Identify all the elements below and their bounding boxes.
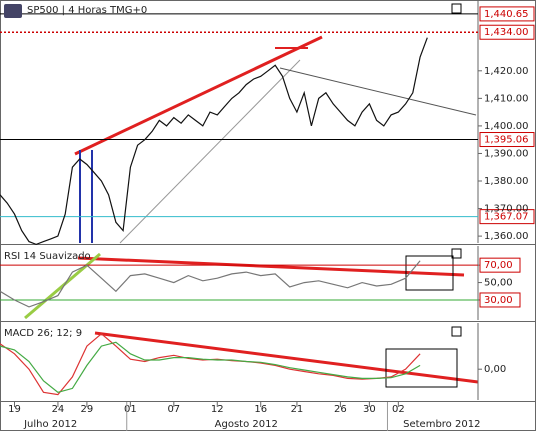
y-tick-label: 50,00 bbox=[484, 278, 513, 289]
month-label: Agosto 2012 bbox=[215, 419, 278, 430]
x-tick-label: 12 bbox=[211, 404, 224, 415]
x-tick-label: 21 bbox=[291, 404, 304, 415]
trend-line bbox=[94, 331, 479, 384]
y-tick-label: 0,00 bbox=[484, 364, 506, 375]
x-tick-label: 29 bbox=[81, 404, 94, 415]
panel-title: MACD 26; 12; 9 bbox=[4, 328, 82, 339]
y-tick-label: 1,360.00 bbox=[484, 231, 529, 242]
y-tick-label: 1,420.00 bbox=[484, 66, 529, 77]
trend-line bbox=[77, 256, 465, 277]
x-tick-label: 30 bbox=[363, 404, 376, 415]
trend-line bbox=[279, 67, 477, 116]
y-tick-label: 70,00 bbox=[484, 260, 513, 271]
x-tick-label: 19 bbox=[8, 404, 21, 415]
level-label-box bbox=[479, 132, 535, 148]
trend-line bbox=[74, 35, 323, 156]
level-label: 1,367.07 bbox=[484, 212, 529, 223]
panel-title: RSI 14 Suavizado bbox=[4, 251, 91, 262]
y-tick-label: 1,390.00 bbox=[484, 148, 529, 159]
logo bbox=[4, 4, 22, 18]
level-label: 1,395.06 bbox=[484, 135, 529, 146]
trend-line bbox=[119, 59, 301, 244]
series-line bbox=[0, 37, 428, 246]
highlight-box bbox=[385, 348, 458, 388]
highlight-box bbox=[405, 255, 454, 291]
y-tick-label: 1,400.00 bbox=[484, 121, 529, 132]
level-label-box bbox=[479, 6, 535, 22]
level-label: 1,434.00 bbox=[484, 27, 529, 38]
level-label-box bbox=[479, 209, 535, 225]
window-button[interactable] bbox=[451, 248, 462, 259]
x-tick-label: 26 bbox=[334, 404, 347, 415]
series-line bbox=[0, 260, 421, 308]
tick-label-box bbox=[479, 257, 521, 273]
level-label-box bbox=[479, 24, 535, 40]
y-tick-label: 30,00 bbox=[484, 295, 513, 306]
y-tick-label: 1,370.00 bbox=[484, 204, 529, 215]
window-button[interactable] bbox=[451, 326, 462, 337]
y-tick-label: 1,410.00 bbox=[484, 93, 529, 104]
series-line bbox=[0, 341, 421, 393]
tick-label-box bbox=[479, 292, 521, 308]
x-tick-label: 07 bbox=[167, 404, 180, 415]
window-button[interactable] bbox=[451, 3, 462, 14]
y-tick-label: 1,380.00 bbox=[484, 176, 529, 187]
level-label: 1,440.65 bbox=[484, 9, 529, 20]
month-label: Setembro 2012 bbox=[403, 419, 480, 430]
x-tick-label: 24 bbox=[52, 404, 65, 415]
panel-title: SP500 | 4 Horas TMG+0 bbox=[27, 5, 147, 16]
month-label: Julho 2012 bbox=[23, 419, 77, 430]
x-tick-label: 16 bbox=[254, 404, 267, 415]
x-tick-label: 02 bbox=[392, 404, 405, 415]
x-tick-label: 01 bbox=[124, 404, 137, 415]
